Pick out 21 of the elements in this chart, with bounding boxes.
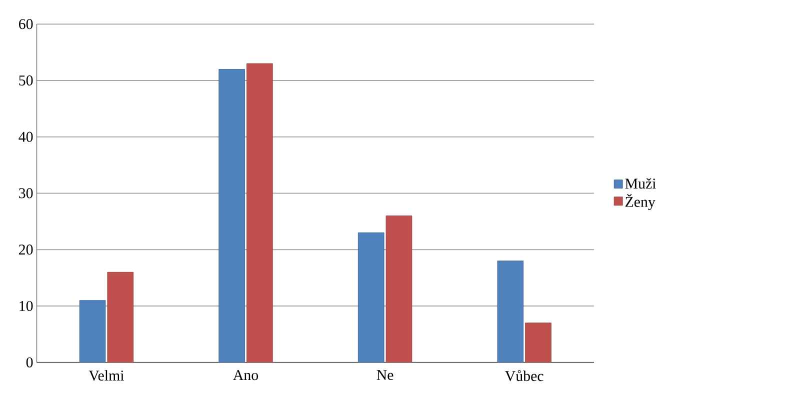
bar [386, 215, 412, 362]
legend-label: Ženy [625, 194, 656, 210]
x-tick-label: Vůbec [505, 370, 544, 382]
y-tick-label: 10 [20, 300, 33, 311]
legend-label: Muži [625, 178, 656, 189]
y-tick-label: 20 [19, 244, 33, 255]
x-tick-label: Ne [376, 370, 394, 380]
y-tick-label: 30 [19, 188, 33, 198]
bar [497, 260, 524, 362]
y-tick-label: 40 [18, 132, 33, 142]
bar [107, 272, 134, 362]
y-tick-label: 0 [26, 357, 33, 368]
y-tick-label: 60 [19, 18, 33, 30]
x-tick-label: Ano [233, 370, 258, 380]
y-tick-label: 50 [19, 75, 33, 86]
bar [79, 300, 106, 362]
bar [525, 322, 552, 362]
bar [358, 232, 384, 362]
bar [218, 68, 245, 362]
bar [246, 63, 273, 362]
x-tick-label: Velmi [88, 370, 124, 381]
